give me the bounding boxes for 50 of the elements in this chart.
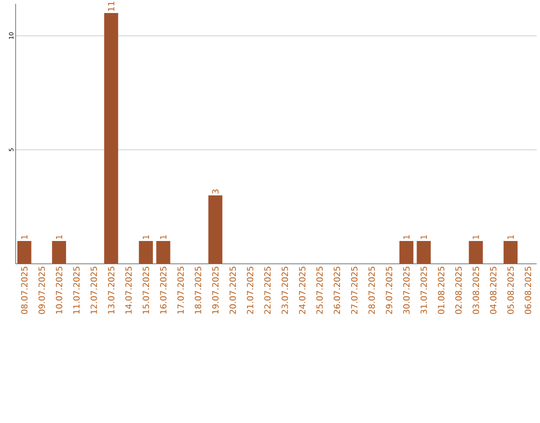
bar [468,240,483,264]
x-tick-label: 22.07.2025 [264,266,271,314]
x-tick-label: 29.07.2025 [386,266,392,314]
x-tick-label: 03.08.2025 [472,266,480,314]
x-tick-label: 05.08.2025 [507,266,514,314]
x-tick-label: 17.07.2025 [177,266,184,314]
x-tick-label: 15.07.2025 [142,266,150,314]
x-tick-label: 11.07.2025 [73,266,80,314]
x-tick-label: 26.07.2025 [334,266,340,314]
x-tick-label: 27.07.2025 [351,266,358,314]
data-label: 1 [56,234,62,239]
x-tick-label: 18.07.2025 [194,266,202,314]
x-tick-label: 01.08.2025 [438,266,444,314]
x-tick-label: 16.07.2025 [160,266,166,314]
x-tick-label: 21.07.2025 [246,266,254,314]
x-tick-label: 12.07.2025 [90,266,97,314]
data-label: 1 [420,234,427,239]
bar [399,240,414,264]
bar [504,240,518,264]
x-tick-label: 24.07.2025 [298,266,306,314]
x-tick-label: 06.08.2025 [524,266,532,314]
x-tick-label: 04.08.2025 [490,266,496,314]
data-label: 1 [472,234,479,239]
data-label: 11 [108,2,114,11]
bar [17,240,32,264]
x-tick-label: 02.08.2025 [455,266,462,314]
x-tick-label: 20.07.2025 [230,266,236,314]
data-label: 1 [403,234,410,239]
data-label: 1 [142,234,149,239]
x-tick-label: 13.07.2025 [108,266,114,314]
bar [52,240,66,264]
bar [156,240,170,264]
bar [208,195,222,264]
bar [138,240,153,264]
x-tick-label: 19.07.2025 [212,266,219,314]
x-tick-label: 28.07.2025 [368,266,375,314]
x-tick-label: 30.07.2025 [403,266,410,314]
data-label: 3 [212,189,219,194]
x-tick-label: 10.07.2025 [56,266,62,314]
data-label: 1 [160,234,166,239]
data-label: 1 [508,234,514,239]
x-tick-label: 08.07.2025 [21,266,28,314]
bar [416,240,431,264]
bar [104,12,118,264]
x-tick-label: 14.07.2025 [125,266,132,314]
x-tick-label: 09.07.2025 [38,266,45,314]
data-label: 1 [21,234,28,239]
x-tick-label: 31.07.2025 [420,266,427,314]
x-tick-label: 25.07.2025 [316,266,323,314]
x-tick-label: 23.07.2025 [282,266,288,314]
